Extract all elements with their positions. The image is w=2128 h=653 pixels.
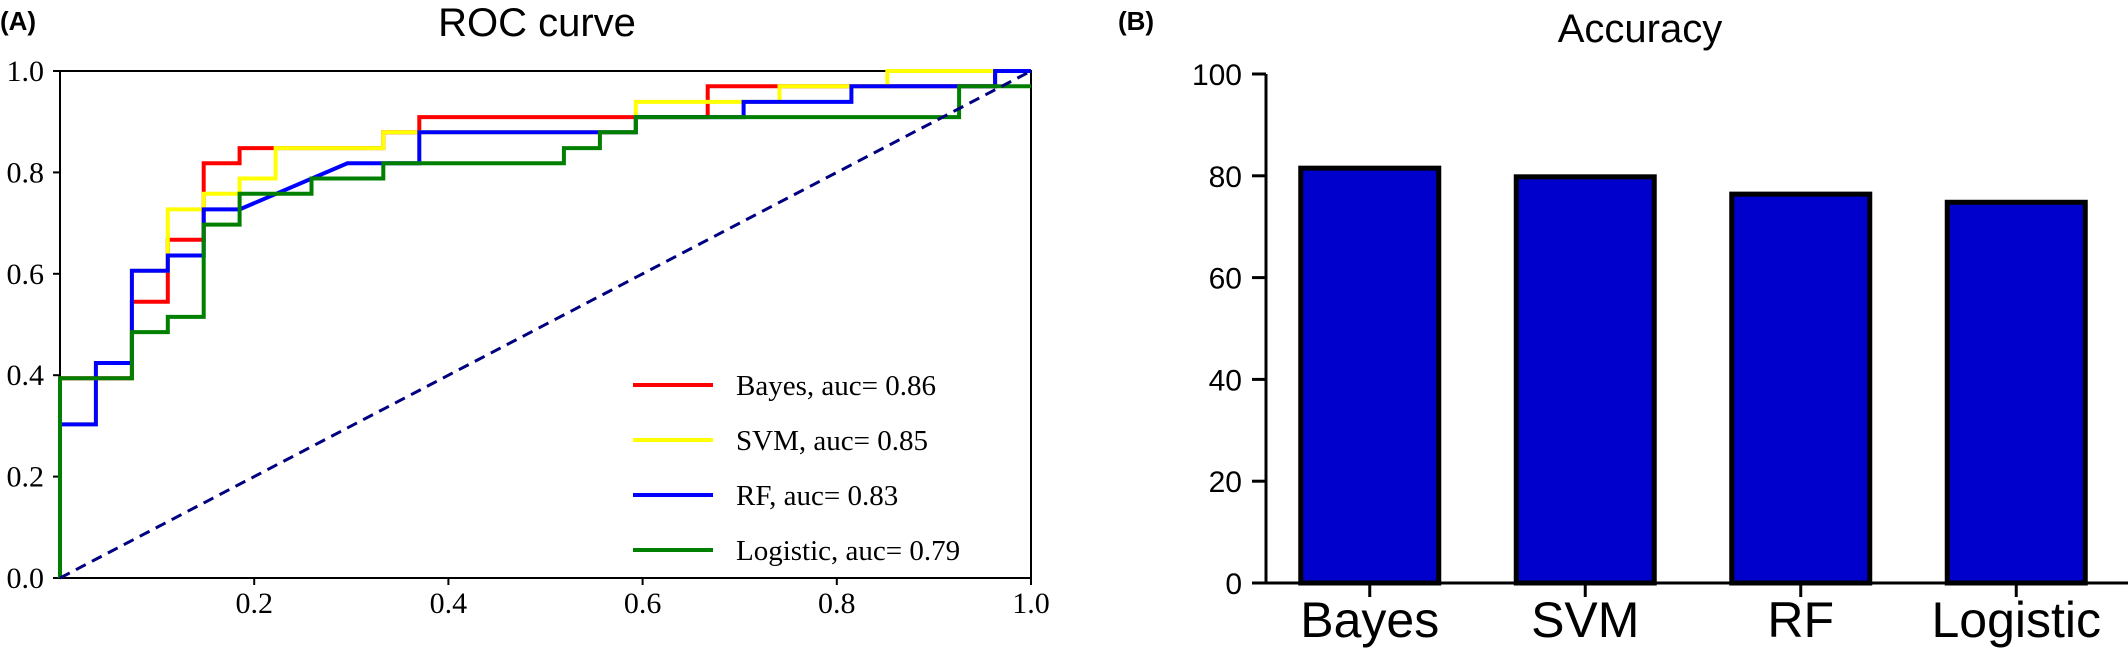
roc-y-tick-label: 1.0 [7, 55, 45, 88]
accuracy-bar [1944, 199, 2088, 586]
roc-curves [58, 69, 1032, 580]
accuracy-x-tick-label: SVM [1531, 592, 1639, 648]
roc-x-tick-label: 0.2 [235, 587, 273, 620]
accuracy-y-tick-label: 80 [1209, 161, 1242, 194]
roc-y-tick-label: 0.8 [7, 156, 45, 189]
roc-series-line [58, 69, 1031, 578]
accuracy-bar [1513, 174, 1657, 586]
roc-panel-label: (A) [0, 6, 36, 36]
roc-x-tick-label: 1.0 [1012, 587, 1050, 620]
accuracy-panel: (B) Accuracy 0 20 40 60 80 100 Bayes SVM RF Logi… [1118, 6, 2128, 648]
roc-y-tick-label: 0.6 [7, 258, 45, 291]
accuracy-bar [1729, 191, 1873, 586]
accuracy-x-tick-label: Bayes [1300, 592, 1439, 648]
roc-x-axis: 0.2 0.4 0.6 0.8 1.0 [235, 578, 1050, 620]
accuracy-x-axis: Bayes SVM RF Logistic [1300, 583, 2101, 648]
roc-y-tick-label: 0.4 [7, 359, 45, 392]
accuracy-y-tick-label: 40 [1209, 364, 1242, 397]
accuracy-x-tick-label: Logistic [1931, 592, 2101, 648]
accuracy-bar [1298, 165, 1442, 586]
roc-x-tick-label: 0.6 [624, 587, 662, 620]
accuracy-panel-label: (B) [1118, 6, 1154, 36]
roc-legend-label: Bayes, auc= 0.86 [736, 370, 936, 402]
roc-legend-label: SVM, auc= 0.85 [736, 425, 928, 457]
accuracy-y-tick-label: 20 [1209, 466, 1242, 499]
accuracy-title: Accuracy [1558, 7, 1723, 51]
accuracy-y-tick-label: 0 [1225, 568, 1242, 601]
roc-y-tick-label: 0.0 [7, 562, 45, 595]
roc-y-tick-label: 0.2 [7, 461, 45, 494]
roc-panel: (A) ROC curve 0.00.20.40.60.81.0 0.2 0.4 0… [0, 1, 1050, 620]
accuracy-y-axis: 0 20 40 60 80 100 [1192, 59, 1266, 601]
roc-legend-label: Logistic, auc= 0.79 [736, 535, 960, 567]
roc-diagonal-reference-line [59, 69, 1032, 580]
accuracy-x-tick-label: RF [1767, 592, 1834, 648]
roc-legend: Bayes, auc= 0.86 SVM, auc= 0.85 RF, auc= 0… [633, 370, 960, 567]
roc-series-line [58, 84, 1031, 578]
accuracy-bars [1298, 165, 2088, 586]
roc-y-axis: 0.0 0.2 0.4 0.6 0.8 1.0 [7, 55, 60, 595]
roc-x-tick-label: 0.4 [430, 587, 468, 620]
roc-legend-label: RF, auc= 0.83 [736, 480, 898, 512]
roc-x-tick-label: 0.8 [818, 587, 856, 620]
accuracy-y-tick-label: 60 [1209, 263, 1242, 296]
roc-title: ROC curve [438, 1, 636, 45]
accuracy-y-tick-label: 100 [1192, 59, 1242, 92]
roc-plot-frame [59, 70, 1032, 579]
